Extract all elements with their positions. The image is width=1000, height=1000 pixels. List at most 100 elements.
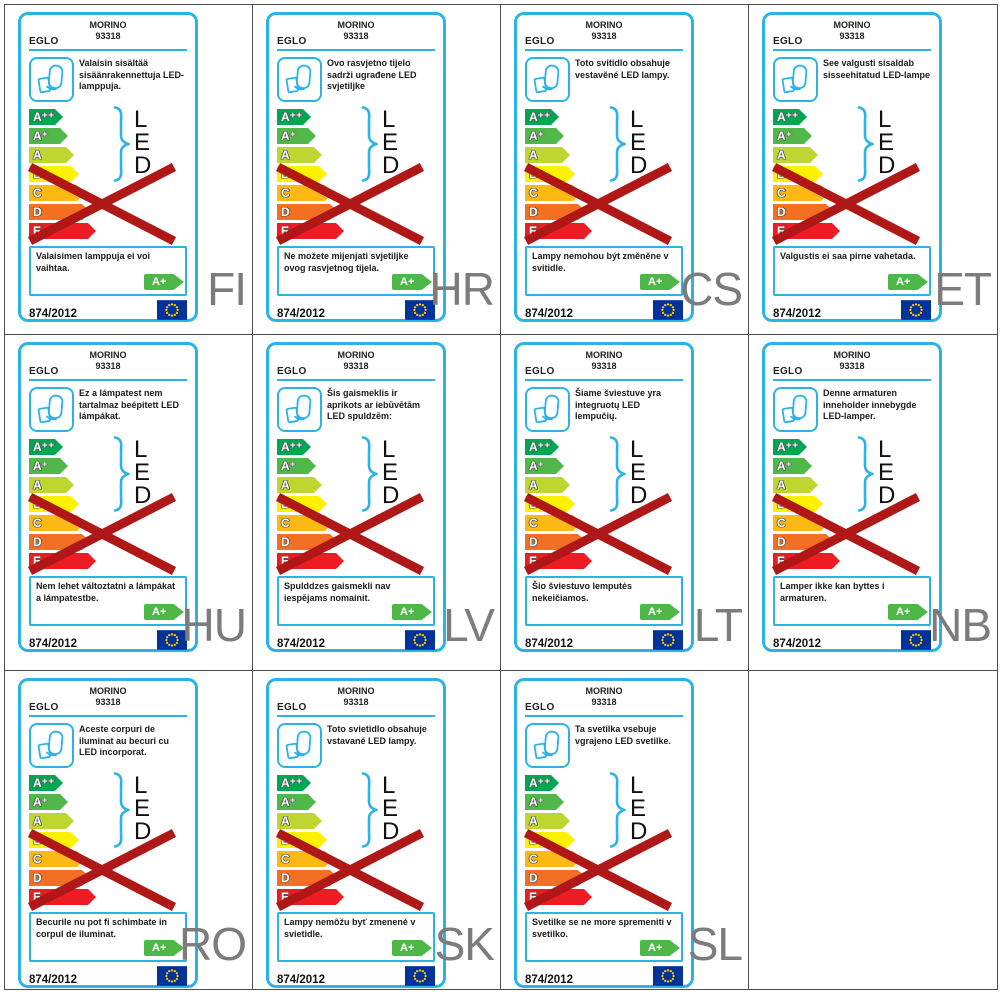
- bar-c: C: [29, 185, 85, 201]
- bar-d: D: [29, 204, 90, 220]
- led-description: Ta svetilka vsebuje vgrajeno LED svetilk…: [575, 724, 672, 746]
- statement-text: Ne možete mijenjati svjetiljke ovog rasv…: [284, 251, 409, 273]
- wall-lamp-icon: [277, 387, 322, 432]
- led-description: Ovo rasvjetno tijelo sadrži ugrađene LED…: [327, 58, 417, 92]
- wall-lamp-icon: [277, 723, 322, 768]
- led-letters: L E D: [382, 106, 400, 179]
- bar-a-plus: A⁺: [29, 128, 68, 144]
- bar-a-plus-plus: A⁺⁺: [277, 439, 311, 455]
- label-footer: 874/2012: [773, 296, 931, 320]
- article-number: 93318: [591, 31, 617, 42]
- bar-c: C: [277, 185, 333, 201]
- bar-b: B: [277, 166, 327, 182]
- eu-flag-icon: [901, 630, 931, 650]
- bar-e: E: [29, 553, 96, 569]
- statement-text: Becurile nu pot fi schimbate in corpul d…: [36, 917, 168, 939]
- bar-e: E: [29, 223, 96, 239]
- energy-scale: A⁺⁺ A⁺ A B C D E L E D: [523, 436, 683, 575]
- label-header: MORINO 93318 EGLO: [525, 20, 683, 51]
- icon-row: Aceste corpuri de iluminat au becuri cu …: [29, 723, 187, 768]
- brand-name: EGLO: [525, 366, 555, 377]
- label-footer: 874/2012: [277, 626, 435, 650]
- label-header: MORINO 93318 EGLO: [773, 20, 931, 51]
- led-description: Šis gaismeklis ir aprikots ar iebūvētām …: [327, 388, 421, 422]
- label-cell: MORINO 93318 EGLO Toto svietidlo obsahuj…: [253, 671, 501, 989]
- model-block: MORINO 93318: [773, 350, 931, 373]
- article-number: 93318: [343, 361, 369, 372]
- wall-lamp-icon: [29, 387, 74, 432]
- label-sheet-grid: MORINO 93318 EGLO Valaisin sisältää sisä…: [4, 4, 998, 990]
- bar-c: C: [773, 185, 829, 201]
- eu-flag-icon: [653, 630, 683, 650]
- bar-a-plus: A⁺: [773, 128, 812, 144]
- bar-e: E: [525, 223, 592, 239]
- label-footer: 874/2012: [525, 296, 683, 320]
- energy-class-badge: A+: [640, 274, 680, 290]
- energy-class-badge: A+: [640, 604, 680, 620]
- language-code: NB: [929, 599, 992, 651]
- language-code: HU: [181, 599, 247, 651]
- brace-icon: [857, 436, 874, 512]
- led-description: Toto svietidlo obsahuje vstavané LED lam…: [327, 724, 427, 746]
- energy-class-badge: A+: [144, 604, 184, 620]
- language-code: LT: [693, 599, 743, 651]
- language-code: ET: [934, 263, 992, 315]
- label-cell: MORINO 93318 EGLO Ta svetilka vsebuje vg…: [501, 671, 749, 989]
- energy-label: MORINO 93318 EGLO Valaisin sisältää sisä…: [18, 12, 198, 322]
- energy-class-badge: A+: [392, 274, 432, 290]
- statement-text: Šio šviestuvo lemputės nekeičiamos.: [532, 581, 633, 603]
- energy-class-badge: A+: [640, 940, 680, 956]
- energy-bars: A⁺⁺ A⁺ A B C D E: [773, 109, 931, 239]
- model-block: MORINO 93318: [773, 20, 931, 43]
- statement-box: Šio šviestuvo lemputės nekeičiamos. A+: [525, 576, 683, 626]
- energy-class-badge: A+: [392, 604, 432, 620]
- label-header: MORINO 93318 EGLO: [525, 686, 683, 717]
- model-name: MORINO: [833, 20, 871, 30]
- article-number: 93318: [95, 697, 121, 708]
- led-letters: L E D: [134, 436, 152, 509]
- statement-box: Spulddzes gaismekli nav iespējams nomain…: [277, 576, 435, 626]
- led-letters: L E D: [382, 772, 400, 845]
- label-footer: 874/2012: [29, 962, 187, 986]
- wall-lamp-icon: [525, 57, 570, 102]
- icon-row: Šiame šviestuve yra integruotų LED lempu…: [525, 387, 683, 432]
- statement-box: Lamper ikke kan byttes i armaturen. A+: [773, 576, 931, 626]
- regulation-number: 874/2012: [773, 308, 821, 320]
- bar-a: A: [277, 813, 322, 829]
- bar-a-plus-plus: A⁺⁺: [773, 439, 807, 455]
- bar-b: B: [525, 166, 575, 182]
- label-header: MORINO 93318 EGLO: [29, 686, 187, 717]
- bar-a-plus-plus: A⁺⁺: [277, 775, 311, 791]
- eu-flag-icon: [653, 966, 683, 986]
- statement-text: Nem lehet változtatni a lámpákat a lámpa…: [36, 581, 176, 603]
- bar-a-plus-plus: A⁺⁺: [277, 109, 311, 125]
- bar-d: D: [29, 534, 90, 550]
- eu-flag-icon: [405, 966, 435, 986]
- model-name: MORINO: [585, 686, 623, 696]
- bar-b: B: [773, 496, 823, 512]
- label-cell: MORINO 93318 EGLO Ovo rasvjetno tijelo s…: [253, 5, 501, 335]
- bar-a: A: [29, 477, 74, 493]
- bar-e: E: [277, 223, 344, 239]
- bar-a-plus: A⁺: [525, 458, 564, 474]
- regulation-number: 874/2012: [29, 974, 77, 986]
- bar-b: B: [525, 496, 575, 512]
- led-description: Denne armaturen inneholder innebygde LED…: [823, 388, 917, 422]
- energy-label: MORINO 93318 EGLO Aceste corpuri de ilum…: [18, 678, 198, 988]
- led-letters: L E D: [382, 436, 400, 509]
- bar-a-plus-plus: A⁺⁺: [525, 775, 559, 791]
- article-number: 93318: [591, 361, 617, 372]
- bar-e: E: [773, 223, 840, 239]
- bar-a-plus: A⁺: [277, 458, 316, 474]
- brace-icon: [609, 106, 626, 182]
- icon-row: Valaisin sisältää sisäänrakennettuja LED…: [29, 57, 187, 102]
- article-number: 93318: [343, 31, 369, 42]
- label-header: MORINO 93318 EGLO: [773, 350, 931, 381]
- energy-bars: A⁺⁺ A⁺ A B C D E: [277, 439, 435, 569]
- brace-icon: [361, 772, 378, 848]
- brace-icon: [361, 106, 378, 182]
- energy-class-badge: A+: [392, 940, 432, 956]
- bar-c: C: [525, 851, 581, 867]
- bar-d: D: [277, 204, 338, 220]
- energy-scale: A⁺⁺ A⁺ A B C D E L E D: [27, 436, 187, 575]
